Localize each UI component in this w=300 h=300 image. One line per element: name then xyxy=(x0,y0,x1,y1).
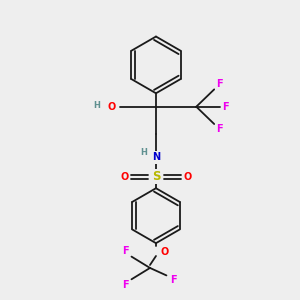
Text: O: O xyxy=(121,172,129,182)
Text: O: O xyxy=(183,172,191,182)
Text: O: O xyxy=(161,247,169,256)
Text: N: N xyxy=(152,152,160,163)
Text: F: F xyxy=(216,124,223,134)
Text: F: F xyxy=(170,275,176,285)
Text: F: F xyxy=(122,280,129,290)
Text: H: H xyxy=(140,148,147,157)
Text: F: F xyxy=(216,79,223,89)
Text: F: F xyxy=(222,102,229,112)
Text: F: F xyxy=(122,246,129,256)
Text: O: O xyxy=(108,102,116,112)
Text: H: H xyxy=(93,101,100,110)
Text: S: S xyxy=(152,170,160,183)
